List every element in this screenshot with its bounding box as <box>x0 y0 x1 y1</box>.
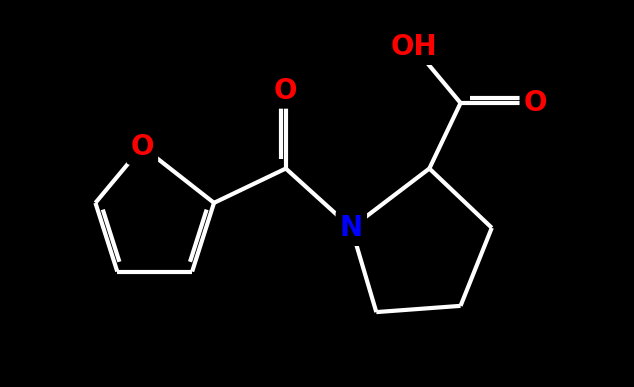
Text: O: O <box>131 133 154 161</box>
Text: N: N <box>340 214 363 242</box>
Text: O: O <box>524 89 547 117</box>
Text: O: O <box>274 77 297 104</box>
Text: OH: OH <box>391 33 437 61</box>
